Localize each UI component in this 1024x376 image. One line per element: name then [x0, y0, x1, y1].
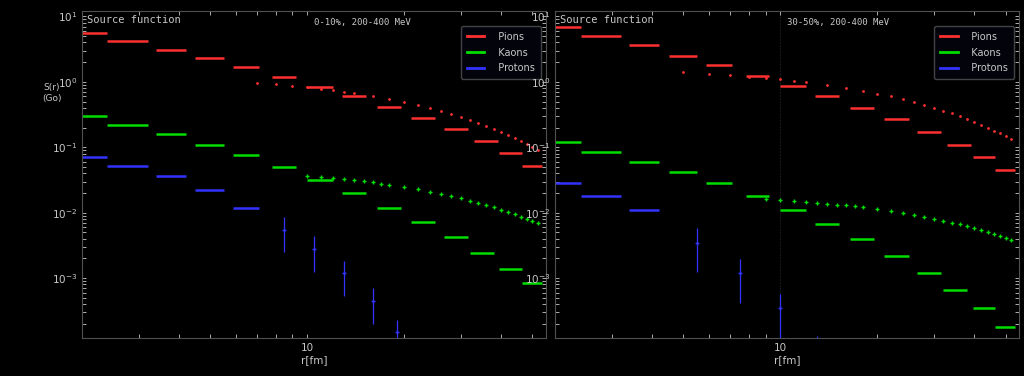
Legend:   Pions,   Kaons,   Protons: Pions, Kaons, Protons	[934, 26, 1014, 79]
Text: 0-10%, 200-400 MeV: 0-10%, 200-400 MeV	[313, 18, 411, 27]
X-axis label: r[fm]: r[fm]	[774, 355, 800, 365]
Text: Source function: Source function	[87, 15, 180, 24]
Text: 30-50%, 200-400 MeV: 30-50%, 200-400 MeV	[787, 18, 889, 27]
Text: Source function: Source function	[560, 15, 653, 24]
Text: S(r)
(Go): S(r) (Go)	[42, 83, 61, 103]
X-axis label: r[fm]: r[fm]	[301, 355, 327, 365]
Legend:   Pions,   Kaons,   Protons: Pions, Kaons, Protons	[461, 26, 541, 79]
